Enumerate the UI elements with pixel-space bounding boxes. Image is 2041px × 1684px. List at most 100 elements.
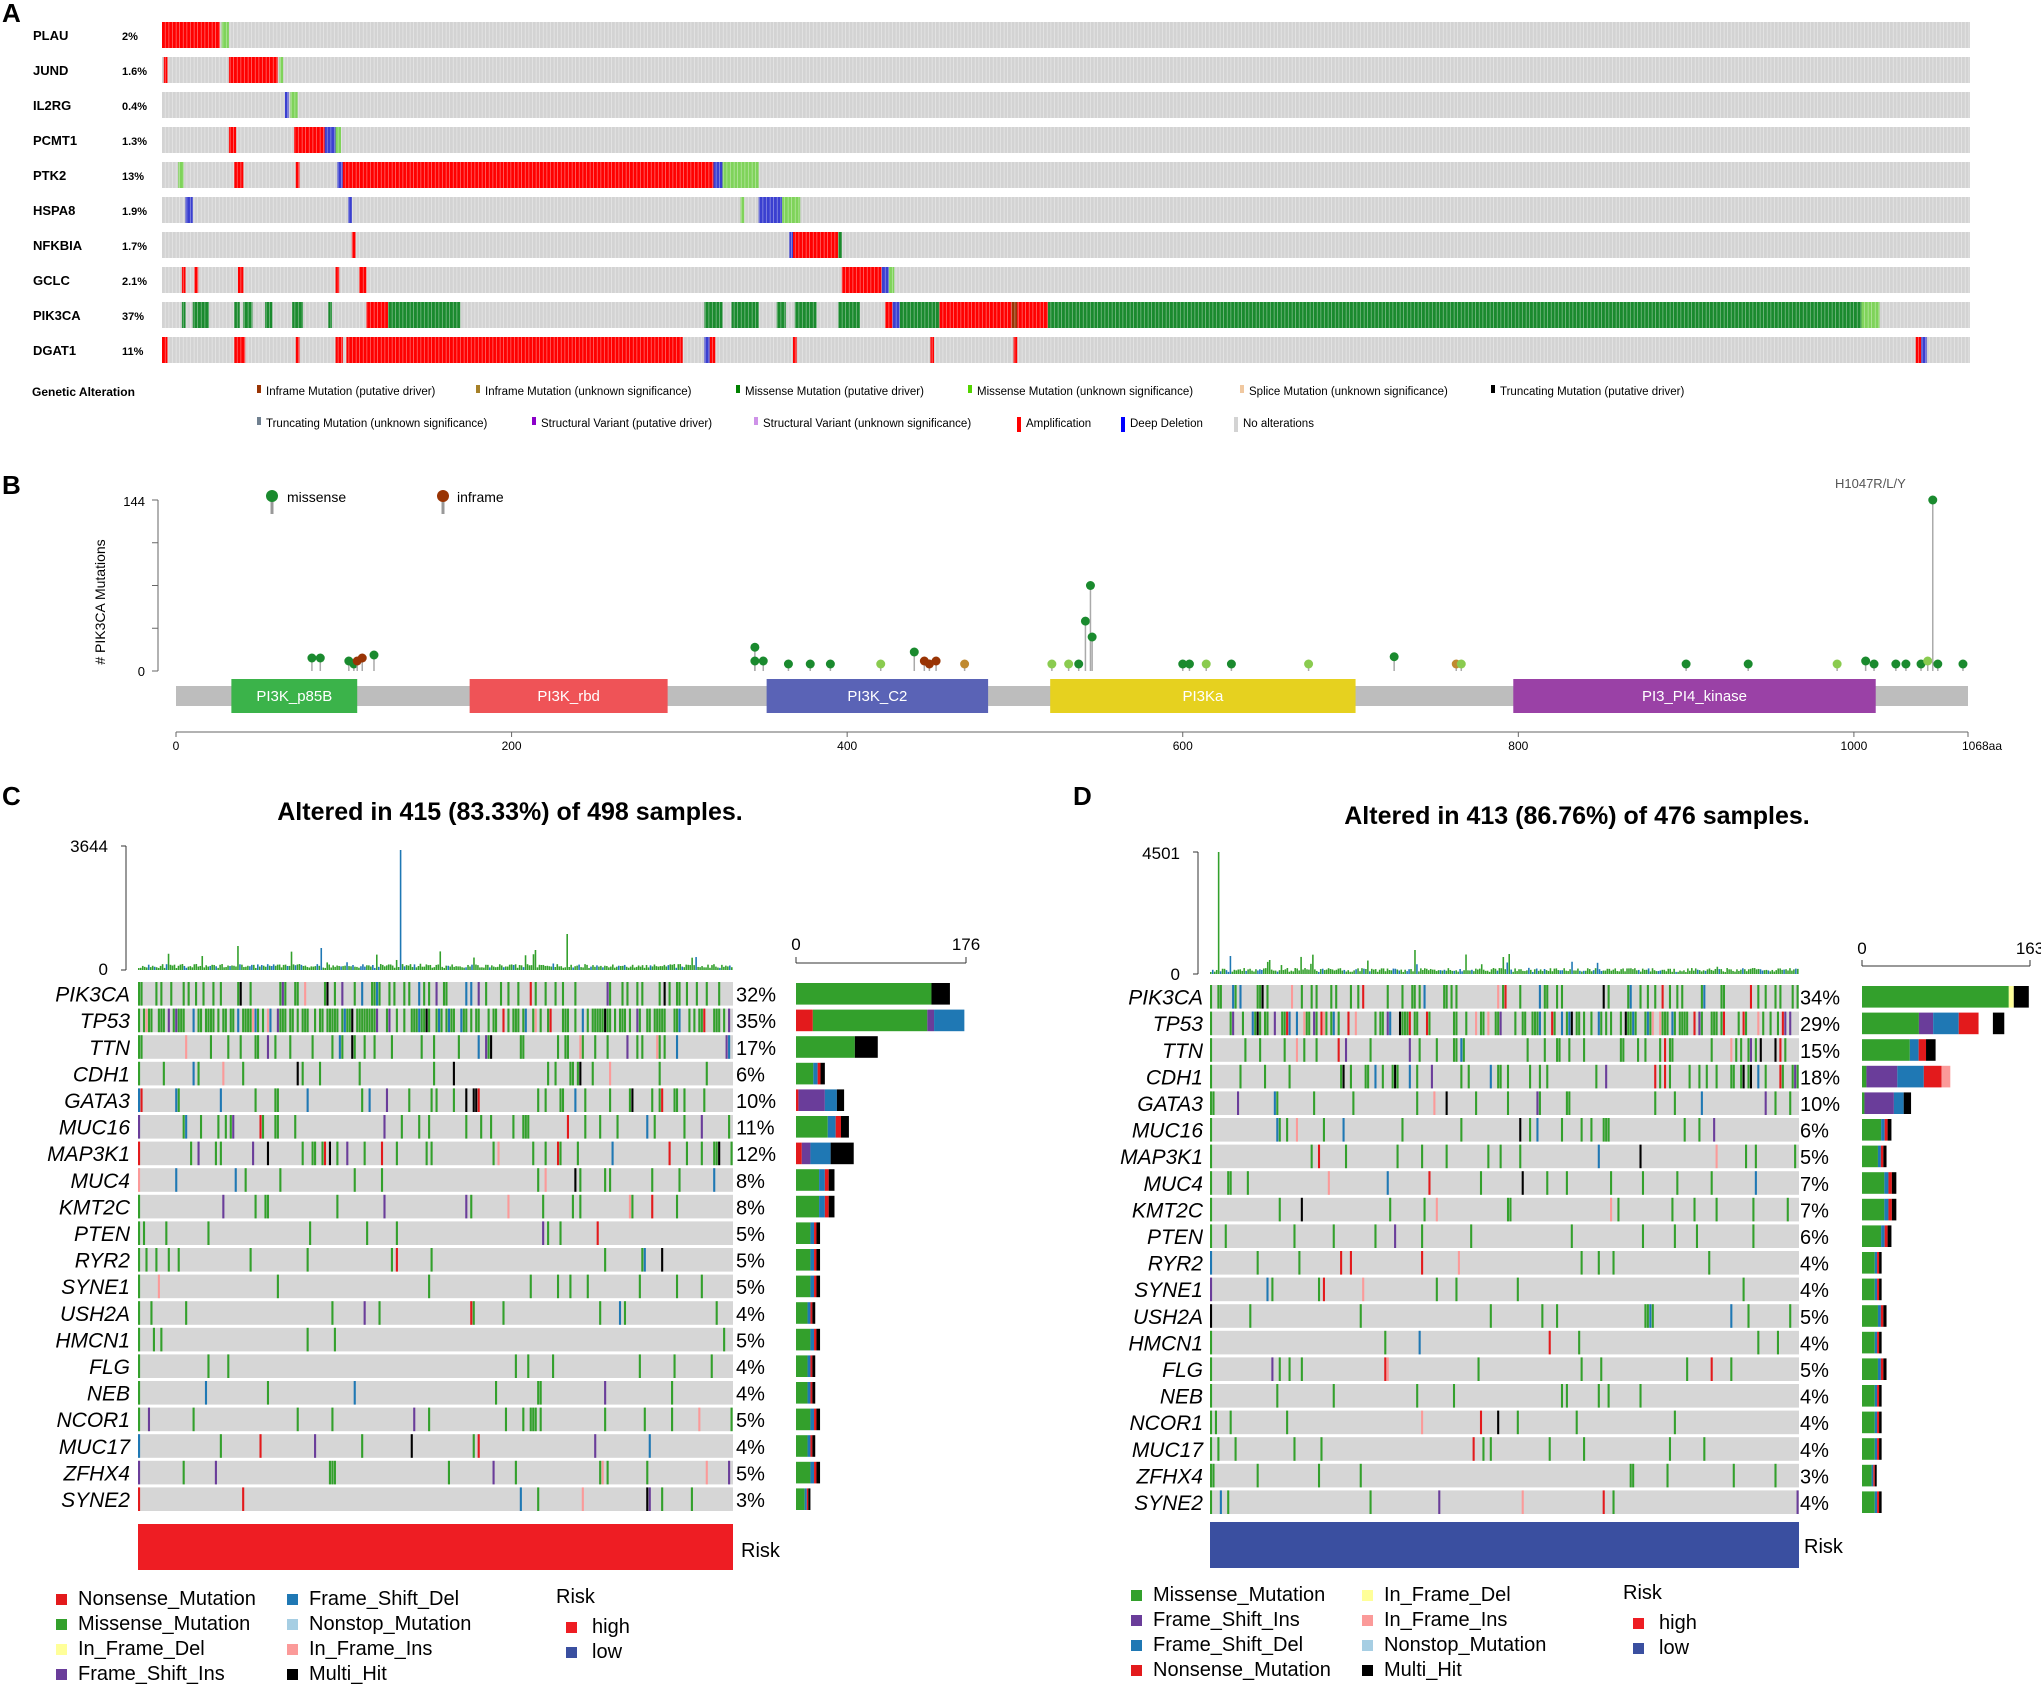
oncoplot-cell xyxy=(1597,1144,1600,1169)
tmb-bar xyxy=(1612,969,1615,974)
oncoplot-row xyxy=(1210,1410,1799,1435)
tmb-bar xyxy=(149,967,152,970)
oncoplot-cell xyxy=(247,1008,250,1033)
mutation-dot xyxy=(1681,659,1691,669)
oncoplot-cell xyxy=(368,1088,371,1112)
oncoplot-cell xyxy=(695,982,698,1006)
oncoplot-cell xyxy=(259,1115,262,1139)
tmb-bar xyxy=(1402,971,1404,974)
oncoplot-cell xyxy=(1210,1463,1213,1488)
mutation-dot xyxy=(1389,652,1399,662)
oncoplot-cell xyxy=(618,1301,622,1325)
oncoplot-cell xyxy=(1752,1224,1755,1248)
legend-label: Truncating Mutation (unknown significanc… xyxy=(266,418,488,430)
oncoplot-cell xyxy=(423,1008,426,1033)
gene-bar-segment xyxy=(819,1195,825,1218)
oncoplot-cell xyxy=(703,1088,706,1112)
tmb-bar xyxy=(237,946,239,970)
oncoplot-cell xyxy=(1421,1224,1424,1248)
oncoplot-cell xyxy=(140,1035,143,1059)
maf-left-tmb-max: 3644 xyxy=(70,837,108,856)
oncoplot-cell xyxy=(1219,985,1222,1009)
oncoplot-cell xyxy=(599,1301,602,1325)
gene-bar-segment xyxy=(1891,1172,1897,1194)
mutation-dot xyxy=(1178,659,1188,669)
gene-bar-segment xyxy=(1923,1065,1942,1088)
oncoplot-cell xyxy=(1732,1064,1735,1089)
tmb-bar xyxy=(506,966,509,970)
tmb-bar xyxy=(1221,968,1224,974)
tmb-bar xyxy=(1298,970,1300,974)
tmb-bar xyxy=(324,967,327,970)
gene-bar-segment xyxy=(816,1275,821,1298)
oncoplot-cell xyxy=(492,1141,495,1166)
oncoplot-cell xyxy=(296,1407,299,1432)
oncoplot-cell xyxy=(1664,1038,1667,1062)
tmb-bar xyxy=(338,965,340,970)
tmb-bar xyxy=(661,966,664,970)
tmb-bar xyxy=(705,967,707,970)
oncoplot-cell xyxy=(472,1434,475,1458)
tmb-bar xyxy=(391,965,394,970)
oncoplot-cell xyxy=(675,1008,679,1033)
oncoplot-cell xyxy=(1295,1038,1298,1062)
oncoplot-cell xyxy=(661,1088,664,1112)
mutation-legend-swatch xyxy=(287,1644,298,1655)
tmb-bar xyxy=(332,965,334,970)
oncoplot-cell xyxy=(1293,1224,1296,1248)
tmb-bar xyxy=(479,967,481,970)
gene-bar-segment xyxy=(1862,1172,1885,1194)
oncoplot-cell xyxy=(1394,1224,1397,1248)
oncoplot-cell xyxy=(636,1035,639,1059)
oncoplot-cell xyxy=(395,1141,398,1166)
tmb-bar xyxy=(1227,971,1230,974)
tmb-bar xyxy=(1797,968,1799,974)
tmb-bar xyxy=(1486,970,1489,974)
oncoplot-cell xyxy=(1543,985,1546,1009)
tmb-bar xyxy=(1259,969,1261,974)
oncoplot-cell xyxy=(207,1354,210,1378)
protein-domain-label: PI3K_rbd xyxy=(537,688,600,705)
oncoplot-cell xyxy=(1732,1463,1735,1488)
oncoplot-cell xyxy=(561,982,565,1006)
gene-bar-segment xyxy=(807,1435,811,1457)
tmb-bar xyxy=(385,965,388,970)
oncoplot-cell xyxy=(1349,985,1352,1009)
oncoplot-cell xyxy=(1575,1011,1578,1036)
oncoplot-cell xyxy=(693,1008,696,1033)
oncoplot-cell xyxy=(1286,1118,1289,1142)
oncoplot-cell xyxy=(351,1008,354,1033)
tmb-bar xyxy=(1351,971,1353,974)
oncoplot-cell xyxy=(507,1008,510,1033)
oncoplot-cell xyxy=(1708,1251,1711,1275)
gene-bar-segment xyxy=(1866,1065,1898,1088)
oncoplot-cell xyxy=(1659,1011,1662,1036)
tmb-bar xyxy=(1210,971,1212,974)
tmb-bar xyxy=(189,966,192,970)
tmb-bar xyxy=(532,954,535,970)
tmb-bar xyxy=(197,966,200,970)
maf-panel-left: Altered in 415 (83.33%) of 498 samples. … xyxy=(47,798,980,1684)
tmb-bar xyxy=(1461,971,1463,974)
oncoplot-cell xyxy=(626,1035,629,1059)
oncoprint-gene-label: PTK2 xyxy=(33,168,66,183)
tmb-bar xyxy=(699,967,701,970)
tmb-bar xyxy=(405,965,408,970)
oncoplot-cell xyxy=(1546,1171,1549,1195)
oncoplot-gene-pct: 4% xyxy=(736,1384,765,1406)
tmb-bar xyxy=(500,965,503,970)
tmb-bar xyxy=(1310,963,1312,974)
oncoplot-cell xyxy=(512,1008,515,1033)
mutation-dot xyxy=(1184,659,1194,669)
oncoplot-cell xyxy=(1661,1011,1664,1036)
tmb-bar xyxy=(1372,969,1375,974)
tmb-bar xyxy=(1496,970,1499,974)
tmb-bar xyxy=(1730,969,1732,974)
tmb-bar xyxy=(1335,969,1338,974)
tmb-bar xyxy=(1312,954,1314,974)
gene-bar-segment xyxy=(814,1222,817,1244)
oncoplot-cell xyxy=(675,1035,679,1059)
oncoplot-cell xyxy=(492,1008,495,1033)
lollipop-x-tick-label: 400 xyxy=(837,739,857,753)
legend-label: Deep Deletion xyxy=(1130,418,1203,430)
